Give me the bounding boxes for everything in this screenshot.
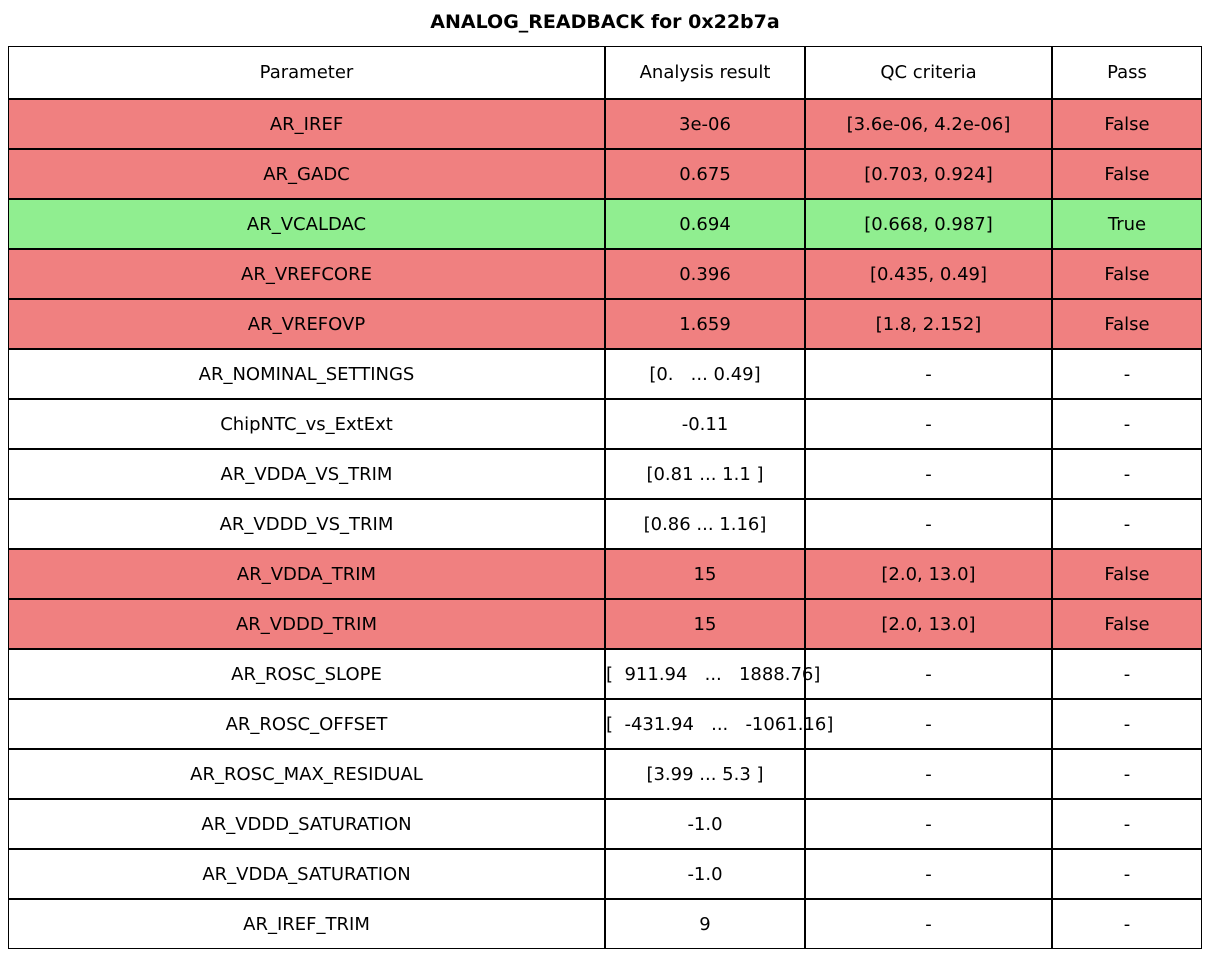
cell-criteria: [2.0, 13.0] bbox=[805, 549, 1052, 599]
cell-parameter: AR_VREFCORE bbox=[8, 249, 605, 299]
cell-parameter: AR_VDDA_SATURATION bbox=[8, 849, 605, 899]
cell-parameter: AR_GADC bbox=[8, 149, 605, 199]
cell-pass: False bbox=[1052, 249, 1202, 299]
table-row: AR_VDDD_VS_TRIM [0.86 ... 1.16] - - bbox=[8, 499, 1202, 549]
cell-criteria: [1.8, 2.152] bbox=[805, 299, 1052, 349]
cell-criteria: [2.0, 13.0] bbox=[805, 599, 1052, 649]
col-header-parameter: Parameter bbox=[8, 46, 605, 99]
cell-parameter: AR_ROSC_MAX_RESIDUAL bbox=[8, 749, 605, 799]
cell-result: [ -431.94 ... -1061.16] bbox=[605, 699, 833, 749]
cell-pass: False bbox=[1052, 599, 1202, 649]
cell-result: 1.659 bbox=[605, 299, 805, 349]
cell-result: [ 911.94 ... 1888.76] bbox=[605, 649, 820, 699]
cell-parameter: AR_VDDA_VS_TRIM bbox=[8, 449, 605, 499]
table-row: AR_VDDA_VS_TRIM [0.81 ... 1.1 ] - - bbox=[8, 449, 1202, 499]
cell-parameter: AR_VCALDAC bbox=[8, 199, 605, 249]
cell-pass: - bbox=[1052, 449, 1202, 499]
cell-pass: - bbox=[1052, 749, 1202, 799]
cell-pass: False bbox=[1052, 299, 1202, 349]
table-row: AR_VDDD_SATURATION -1.0 - - bbox=[8, 799, 1202, 849]
cell-criteria: [0.435, 0.49] bbox=[805, 249, 1052, 299]
cell-result: 15 bbox=[605, 599, 805, 649]
cell-criteria: [0.668, 0.987] bbox=[805, 199, 1052, 249]
cell-result: 0.396 bbox=[605, 249, 805, 299]
cell-criteria: - bbox=[805, 499, 1052, 549]
cell-pass: False bbox=[1052, 549, 1202, 599]
cell-parameter: AR_ROSC_SLOPE bbox=[8, 649, 605, 699]
cell-pass: False bbox=[1052, 99, 1202, 149]
col-header-qc-criteria: QC criteria bbox=[805, 46, 1052, 99]
cell-pass: - bbox=[1052, 899, 1202, 949]
cell-pass: - bbox=[1052, 699, 1202, 749]
table-row: AR_VDDA_SATURATION -1.0 - - bbox=[8, 849, 1202, 899]
cell-pass: - bbox=[1052, 799, 1202, 849]
cell-pass: False bbox=[1052, 149, 1202, 199]
cell-criteria: - bbox=[805, 799, 1052, 849]
cell-criteria: - bbox=[805, 699, 1052, 749]
cell-parameter: AR_VDDD_VS_TRIM bbox=[8, 499, 605, 549]
cell-result: [0. ... 0.49] bbox=[605, 349, 805, 399]
cell-criteria: [0.703, 0.924] bbox=[805, 149, 1052, 199]
qc-table: Parameter Analysis result QC criteria Pa… bbox=[8, 46, 1202, 949]
table-row: AR_IREF_TRIM 9 - - bbox=[8, 899, 1202, 949]
cell-criteria: - bbox=[805, 649, 1052, 699]
col-header-pass: Pass bbox=[1052, 46, 1202, 99]
cell-parameter: AR_IREF bbox=[8, 99, 605, 149]
table-row: AR_IREF 3e-06 [3.6e-06, 4.2e-06] False bbox=[8, 99, 1202, 149]
cell-parameter: AR_VDDD_SATURATION bbox=[8, 799, 605, 849]
cell-criteria: - bbox=[805, 349, 1052, 399]
cell-result: 3e-06 bbox=[605, 99, 805, 149]
cell-result: [3.99 ... 5.3 ] bbox=[605, 749, 805, 799]
cell-criteria: - bbox=[805, 399, 1052, 449]
cell-criteria: - bbox=[805, 449, 1052, 499]
cell-criteria: - bbox=[805, 849, 1052, 899]
table-row: AR_VREFCORE 0.396 [0.435, 0.49] False bbox=[8, 249, 1202, 299]
cell-result: -1.0 bbox=[605, 849, 805, 899]
table-row: AR_NOMINAL_SETTINGS [0. ... 0.49] - - bbox=[8, 349, 1202, 399]
cell-result: 9 bbox=[605, 899, 805, 949]
page-title: ANALOG_READBACK for 0x22b7a bbox=[430, 11, 780, 33]
cell-pass: True bbox=[1052, 199, 1202, 249]
cell-result: 0.694 bbox=[605, 199, 805, 249]
cell-result: [0.81 ... 1.1 ] bbox=[605, 449, 805, 499]
table-row: AR_VDDA_TRIM 15 [2.0, 13.0] False bbox=[8, 549, 1202, 599]
cell-parameter: AR_VDDD_TRIM bbox=[8, 599, 605, 649]
cell-pass: - bbox=[1052, 849, 1202, 899]
table-header-row: Parameter Analysis result QC criteria Pa… bbox=[8, 46, 1202, 99]
cell-pass: - bbox=[1052, 399, 1202, 449]
cell-criteria: - bbox=[805, 899, 1052, 949]
cell-parameter: AR_ROSC_OFFSET bbox=[8, 699, 605, 749]
cell-criteria: [3.6e-06, 4.2e-06] bbox=[805, 99, 1052, 149]
table-row: ChipNTC_vs_ExtExt -0.11 - - bbox=[8, 399, 1202, 449]
cell-result: 0.675 bbox=[605, 149, 805, 199]
table-row: AR_VCALDAC 0.694 [0.668, 0.987] True bbox=[8, 199, 1202, 249]
cell-criteria: - bbox=[805, 749, 1052, 799]
cell-parameter: AR_VDDA_TRIM bbox=[8, 549, 605, 599]
table-row: AR_VREFOVP 1.659 [1.8, 2.152] False bbox=[8, 299, 1202, 349]
cell-parameter: ChipNTC_vs_ExtExt bbox=[8, 399, 605, 449]
col-header-analysis-result: Analysis result bbox=[605, 46, 805, 99]
table-row: AR_VDDD_TRIM 15 [2.0, 13.0] False bbox=[8, 599, 1202, 649]
cell-parameter: AR_IREF_TRIM bbox=[8, 899, 605, 949]
cell-pass: - bbox=[1052, 349, 1202, 399]
table-row: AR_ROSC_OFFSET [ -431.94 ... -1061.16] -… bbox=[8, 699, 1202, 749]
cell-result: [0.86 ... 1.16] bbox=[605, 499, 805, 549]
table-row: AR_ROSC_MAX_RESIDUAL [3.99 ... 5.3 ] - - bbox=[8, 749, 1202, 799]
cell-parameter: AR_NOMINAL_SETTINGS bbox=[8, 349, 605, 399]
cell-pass: - bbox=[1052, 649, 1202, 699]
cell-parameter: AR_VREFOVP bbox=[8, 299, 605, 349]
cell-result: 15 bbox=[605, 549, 805, 599]
cell-result: -0.11 bbox=[605, 399, 805, 449]
table-row: AR_ROSC_SLOPE [ 911.94 ... 1888.76] - - bbox=[8, 649, 1202, 699]
cell-pass: - bbox=[1052, 499, 1202, 549]
cell-result: -1.0 bbox=[605, 799, 805, 849]
table-row: AR_GADC 0.675 [0.703, 0.924] False bbox=[8, 149, 1202, 199]
